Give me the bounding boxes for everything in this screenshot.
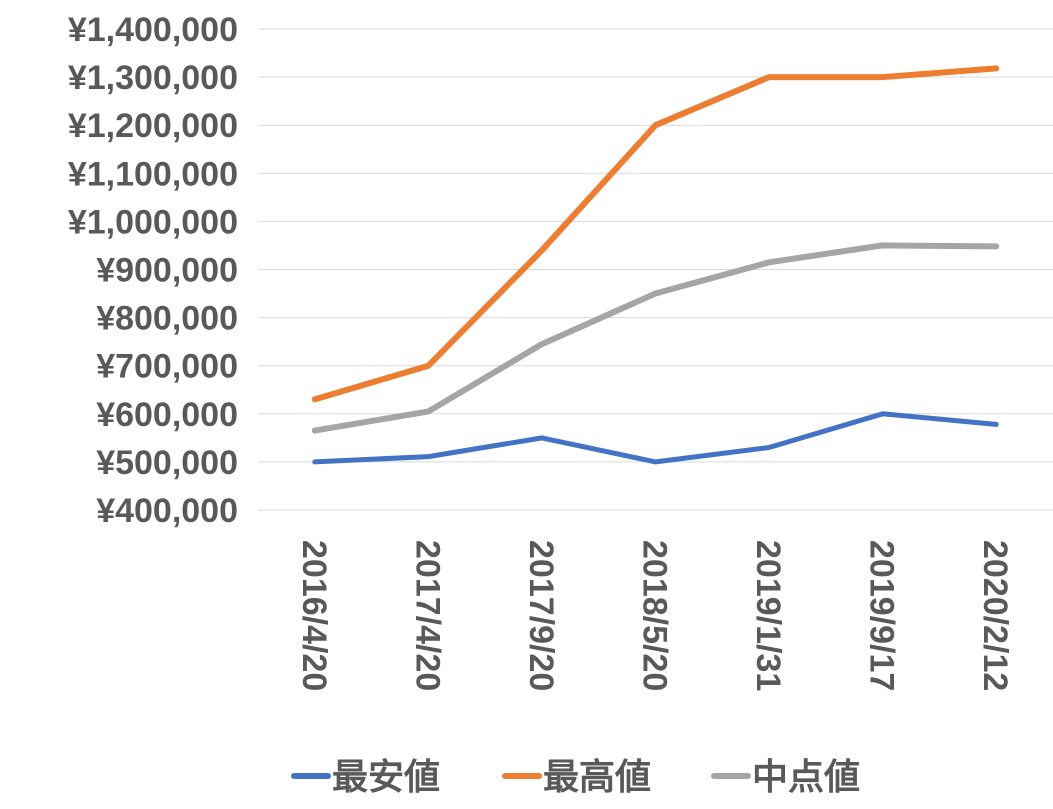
x-axis-tick-labels: 2016/4/20 2017/4/20 2017/9/20 2018/5/20 2019…	[295, 540, 1014, 691]
y-tick-label: ¥700,000	[96, 348, 238, 386]
y-tick-label: ¥900,000	[96, 252, 238, 290]
x-tick-label: 2018/5/20	[636, 540, 674, 691]
x-tick-label: 2019/1/31	[749, 540, 787, 691]
y-tick-label: ¥1,400,000	[68, 11, 238, 49]
series-lines	[311, 65, 1000, 465]
y-tick-label: ¥1,300,000	[68, 59, 238, 97]
y-tick-label: ¥1,000,000	[68, 203, 238, 241]
y-tick-label: ¥800,000	[96, 300, 238, 338]
y-tick-label: ¥1,100,000	[68, 155, 238, 193]
x-tick-label: 2020/2/12	[976, 540, 1014, 691]
series-line	[311, 65, 1000, 403]
y-tick-label: ¥1,200,000	[68, 107, 238, 145]
x-tick-label: 2017/9/20	[522, 540, 560, 691]
x-tick-label: 2017/4/20	[408, 540, 446, 691]
legend-label: 最高値	[543, 757, 651, 798]
legend: 最安値 最高値 中点値	[291, 757, 860, 798]
series-line	[312, 411, 999, 465]
y-tick-label: ¥400,000	[96, 492, 238, 530]
legend-label: 中点値	[752, 757, 860, 798]
x-tick-label: 2016/4/20	[295, 540, 333, 691]
series-line	[311, 242, 1000, 434]
x-tick-label: 2019/9/17	[863, 540, 901, 691]
y-tick-label: ¥600,000	[96, 396, 238, 434]
legend-label: 最安値	[332, 757, 440, 798]
y-tick-label: ¥500,000	[96, 444, 238, 482]
gridlines	[258, 28, 1053, 511]
y-axis-tick-labels: ¥400,000 ¥500,000 ¥600,000 ¥700,000 ¥800,000…	[68, 11, 238, 530]
